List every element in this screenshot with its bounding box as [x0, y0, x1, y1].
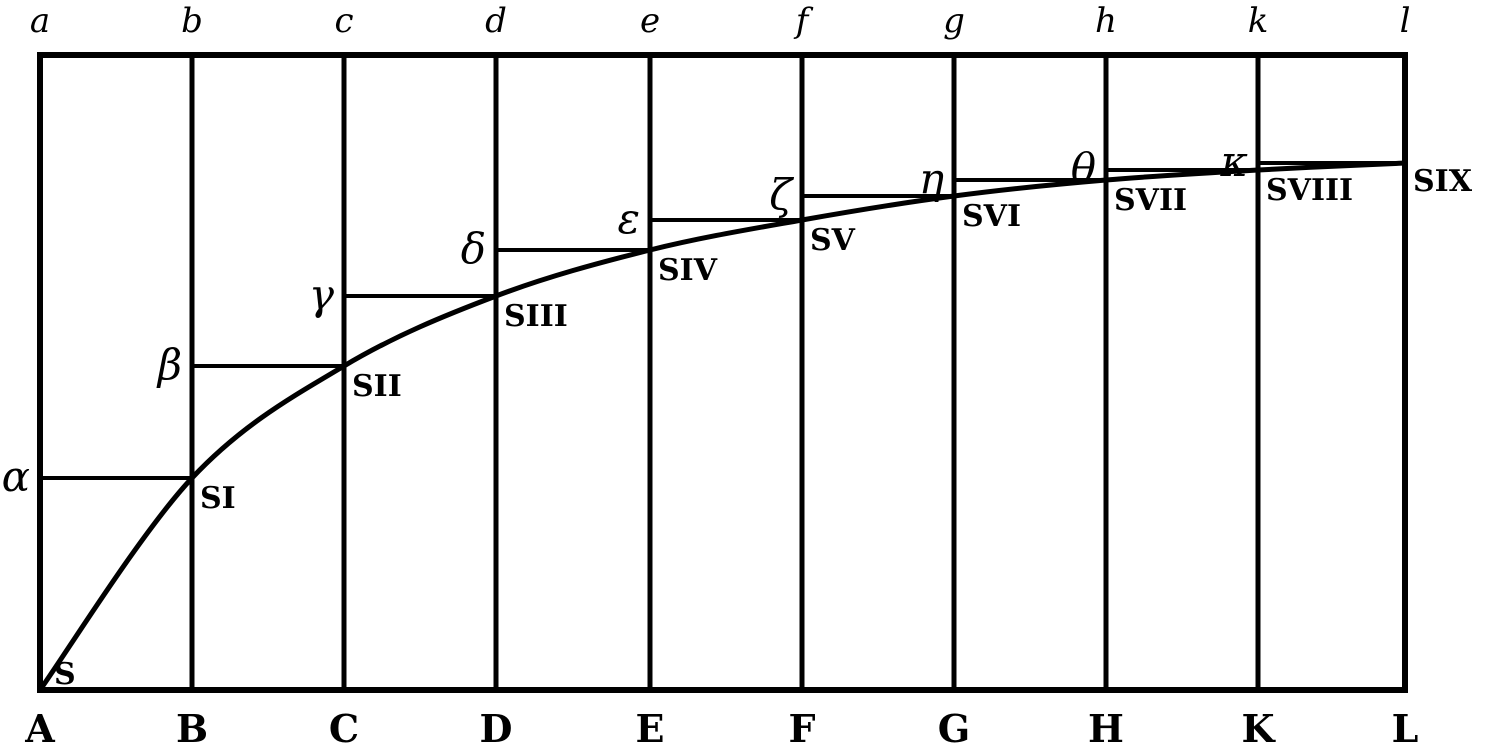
point-label-s6: SVI [962, 199, 1021, 234]
top-label-d: d [485, 1, 507, 41]
top-label-a: a [30, 1, 50, 41]
point-label-s2: SII [352, 369, 402, 404]
bottom-label-F: F [789, 706, 816, 750]
greek-label-gamma: γ [309, 270, 335, 319]
bottom-label-B: B [176, 706, 208, 750]
top-label-g: g [943, 1, 965, 41]
top-label-e: e [640, 1, 660, 41]
diagram-frame [37, 52, 1408, 693]
top-label-l: l [1400, 1, 1411, 41]
greek-label-zeta: ζ [769, 170, 794, 219]
greek-label-alpha: α [2, 452, 30, 501]
point-label-s7: SVII [1114, 183, 1187, 218]
point-label-s9: SIX [1413, 164, 1473, 199]
top-label-b: b [181, 1, 203, 41]
greek-labels: α β γ δ ε ζ η θ κ [2, 137, 1248, 501]
bottom-labels: A B C D E F G H K L [24, 706, 1418, 750]
point-label-s0: S [54, 657, 76, 692]
bottom-label-E: E [636, 706, 665, 750]
bottom-label-G: G [938, 706, 970, 750]
greek-label-theta: θ [1071, 144, 1096, 193]
point-label-s8: SVIII [1266, 173, 1353, 208]
greek-label-kappa: κ [1219, 137, 1248, 186]
bottom-label-D: D [480, 706, 513, 750]
top-label-f: f [793, 1, 814, 41]
greek-label-delta: δ [461, 224, 486, 273]
greek-label-eta: η [919, 154, 944, 203]
step-lines [40, 161, 1405, 480]
point-label-s1: SI [200, 481, 236, 516]
vertical-lines [37, 55, 1408, 690]
top-label-c: c [334, 1, 353, 41]
point-label-s4: SIV [658, 253, 718, 288]
bottom-label-H: H [1088, 706, 1124, 750]
point-label-s5: SV [810, 223, 856, 258]
bottom-label-C: C [329, 706, 359, 750]
top-label-h: h [1095, 1, 1117, 41]
point-label-s3: SIII [504, 299, 568, 334]
point-labels: S SI SII SIII SIV SV SVI SVII SVIII SIX [54, 164, 1473, 692]
ascending-curve [37, 160, 1408, 693]
bottom-label-A: A [24, 706, 55, 750]
bottom-label-L: L [1392, 706, 1419, 750]
greek-label-epsilon: ε [617, 194, 640, 243]
top-label-k: k [1248, 1, 1269, 41]
top-labels: a b c d e f g h k l [30, 1, 1411, 41]
greek-label-beta: β [156, 340, 182, 389]
bottom-label-K: K [1241, 706, 1276, 750]
